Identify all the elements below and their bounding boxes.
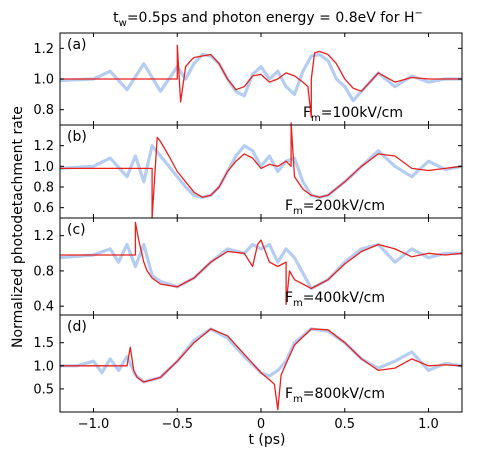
- panel-label: (d): [67, 319, 87, 335]
- field-rate-line: [60, 221, 463, 306]
- smooth-rate-line: [59, 242, 462, 291]
- field-rate-line: [60, 122, 463, 219]
- field-amplitude-label: Fm=400kV/cm: [285, 290, 385, 309]
- x-tick-label: 0.5: [334, 417, 355, 432]
- field-amplitude-label: Fm=800kV/cm: [285, 386, 385, 405]
- panel-a: 0.8 1.0 1.2 (a) Fm=100kV/cm: [33, 32, 463, 126]
- panel-label: (b): [67, 129, 87, 145]
- y-tick-label: 1.2: [33, 42, 54, 57]
- y-tick-label: 0.8: [33, 181, 54, 196]
- panel-c: 0.4 0.8 1.2 (c) Fm=400kV/cm: [33, 217, 463, 316]
- y-tick-label: 0.6: [33, 201, 54, 216]
- panel-b: 0.6 0.8 1.0 1.2 (b) Fm=200kV/cm: [33, 122, 463, 219]
- panel-frame: [59, 217, 463, 316]
- x-tick-label: 0: [257, 417, 265, 432]
- x-tick-label: −0.5: [161, 417, 193, 432]
- x-axis-label: t (ps): [248, 432, 285, 448]
- field-rate-line: [60, 328, 463, 411]
- y-tick-label: 0.5: [33, 382, 54, 397]
- y-axis-label: Normalized photodetachment rate: [10, 106, 26, 348]
- field-rate-line: [60, 44, 462, 118]
- y-tick-label: 0.8: [33, 264, 54, 279]
- y-tick-label: 1.0: [33, 160, 54, 175]
- y-tick-label: 0.4: [33, 300, 54, 315]
- panel-d: 0.5 1.0 1.5 −1.0 −0.5 0 0.5 1.0 (d) Fm=800kV/cm: [33, 314, 463, 432]
- y-tick-label: 1.2: [33, 139, 54, 154]
- panel-label: (a): [67, 37, 87, 53]
- panel-frame: [59, 314, 463, 413]
- y-tick-label: 1.0: [33, 73, 54, 88]
- field-amplitude-label: Fm=200kV/cm: [285, 198, 385, 217]
- y-tick-label: 0.8: [33, 103, 54, 118]
- x-tick-label: −1.0: [78, 417, 110, 432]
- y-tick-label: 1.2: [33, 229, 54, 244]
- x-tick-label: 1.0: [418, 417, 439, 432]
- smooth-rate-line: [59, 52, 462, 103]
- figure-title: tw=0.5ps and photon energy = 0.8eV for H…: [113, 8, 423, 29]
- smooth-rate-line: [59, 144, 463, 199]
- y-tick-label: 1.0: [33, 359, 54, 374]
- smooth-rate-line: [60, 327, 463, 384]
- panels: 0.8 1.0 1.2 (a) Fm=100kV/cm 0.6 0.8 1.0 1.2 (b) Fm…: [33, 32, 463, 432]
- field-amplitude-label: Fm=100kV/cm: [303, 105, 403, 124]
- y-tick-label: 1.5: [33, 336, 54, 351]
- panel-label: (c): [67, 222, 86, 238]
